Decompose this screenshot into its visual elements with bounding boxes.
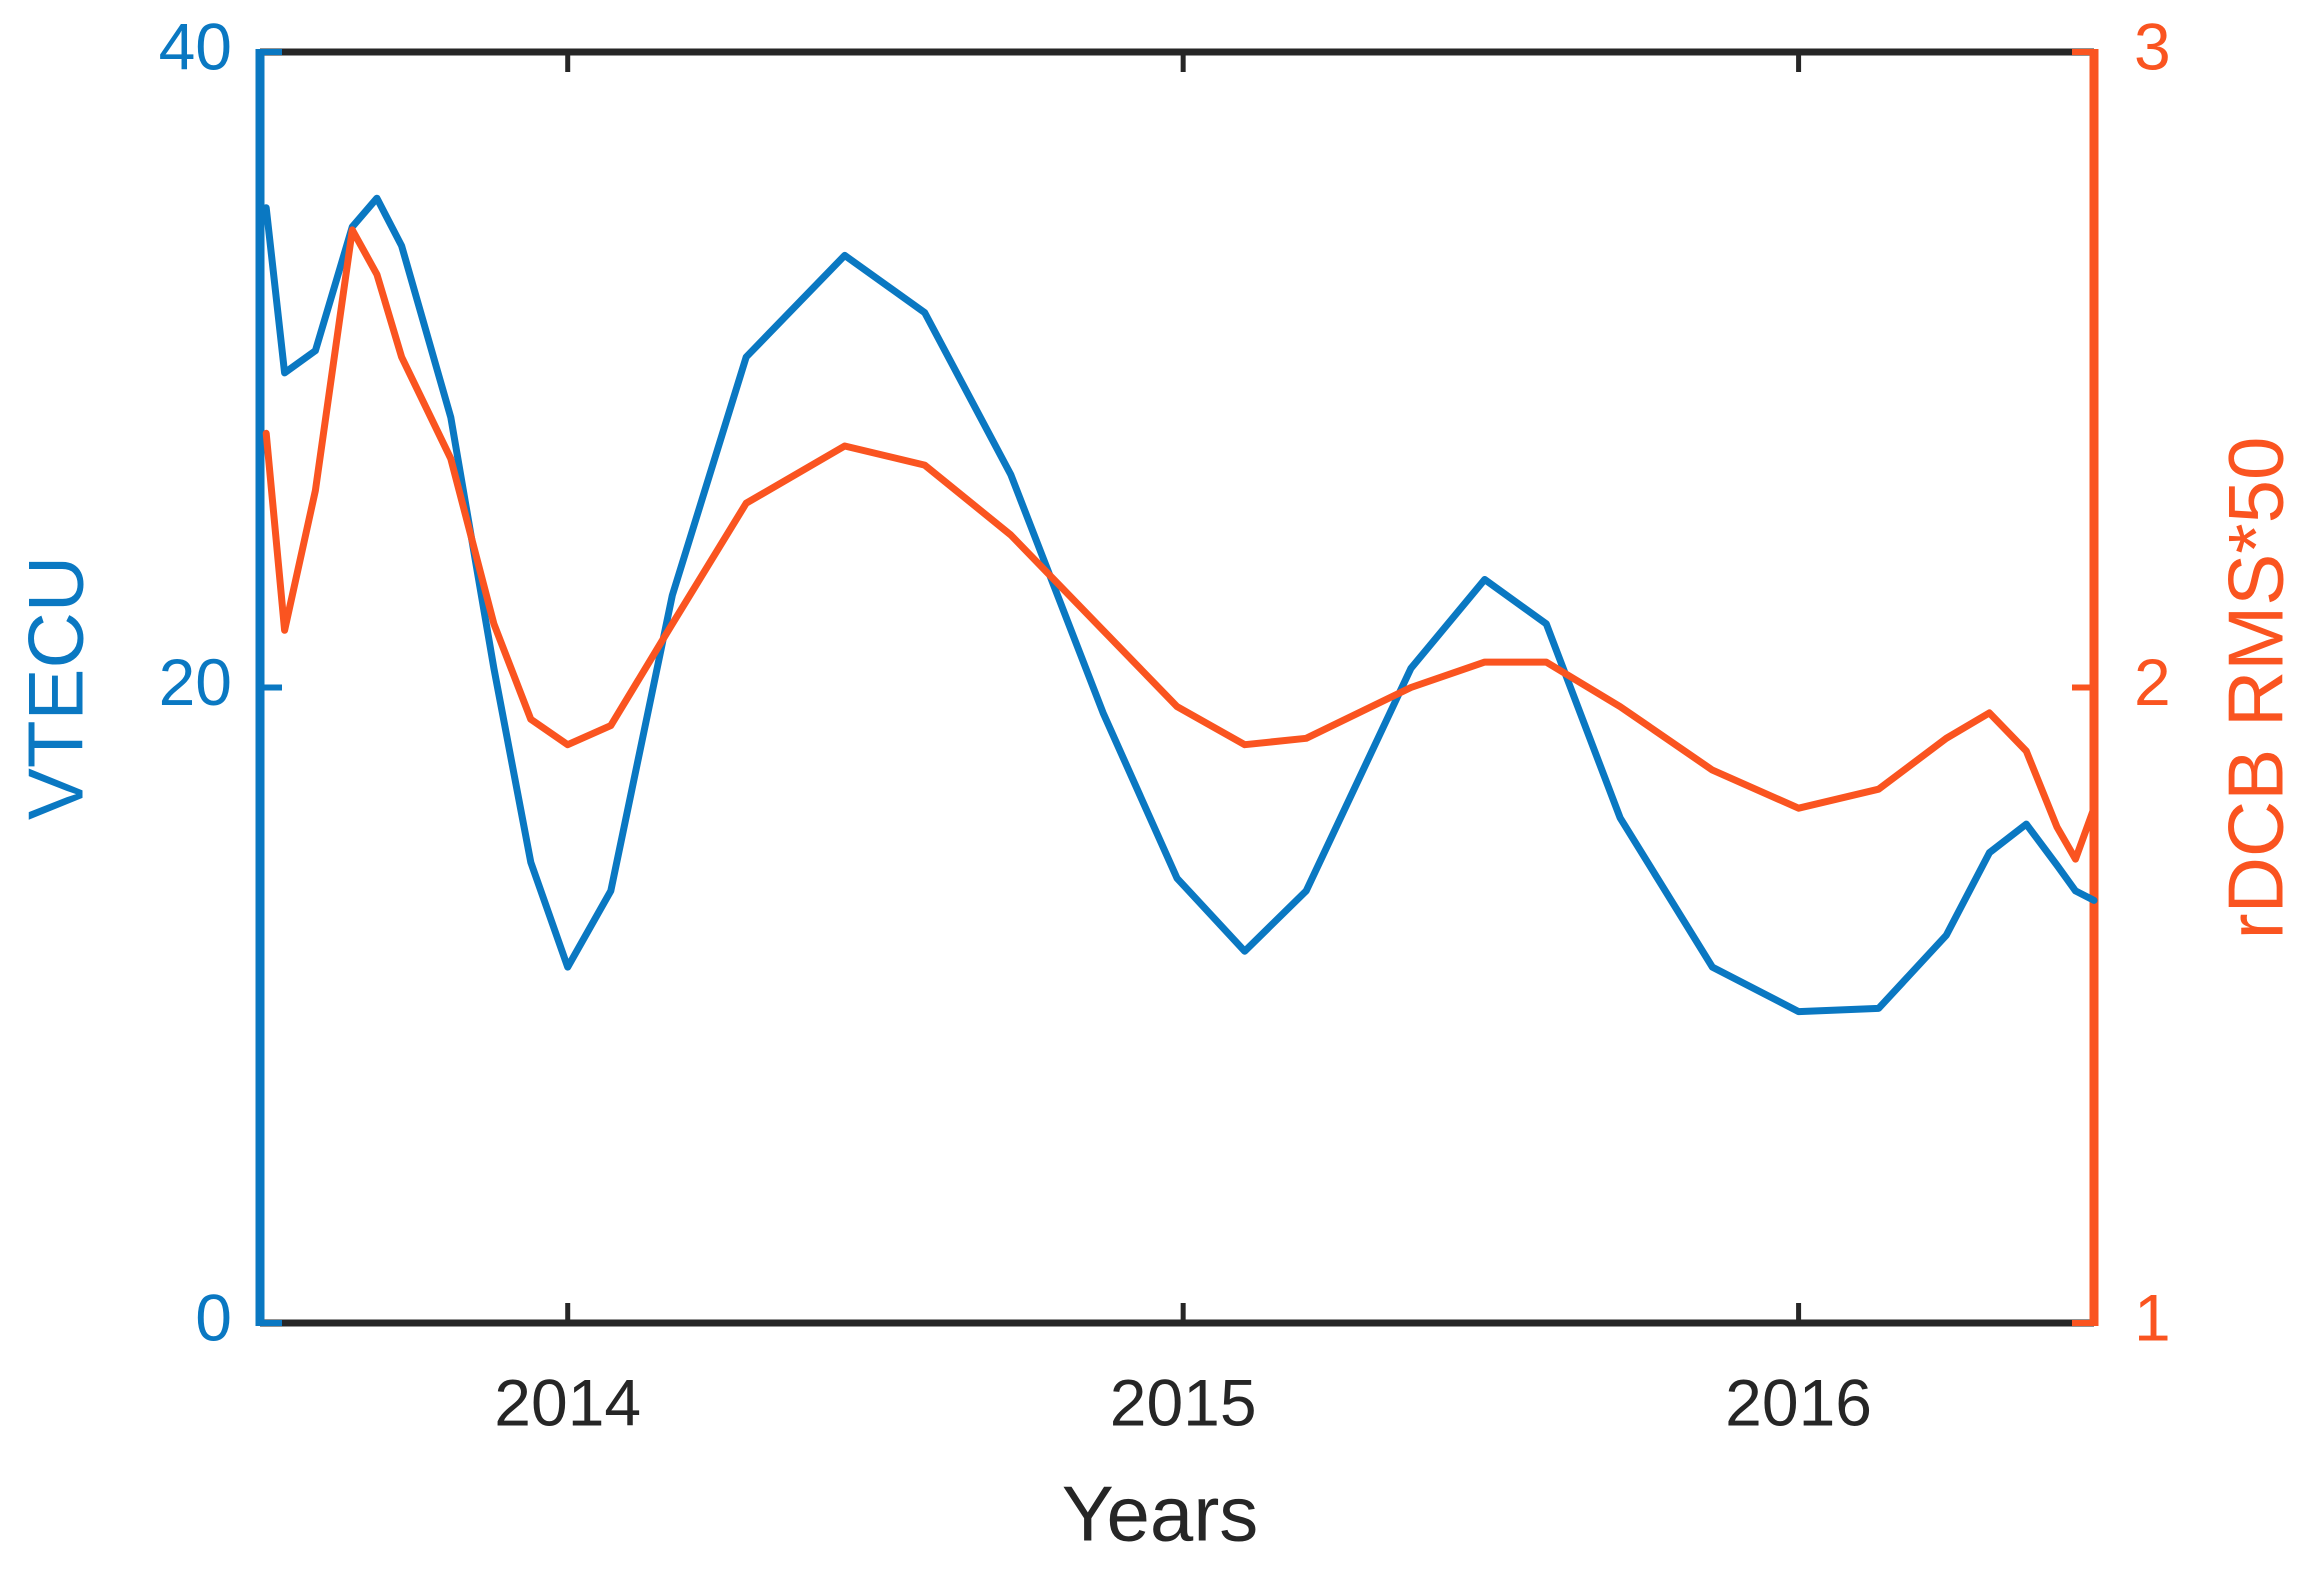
y2-tick-label: 1 [2134, 1280, 2171, 1354]
x-tick-label: 2014 [494, 1365, 641, 1439]
y-tick-label: 40 [159, 9, 232, 83]
y-tick-label: 20 [159, 645, 232, 719]
y2-axis-label: rDCB RMS*50 [2212, 437, 2300, 940]
x-tick-label: 2016 [1725, 1365, 1872, 1439]
y-tick-label: 0 [195, 1280, 232, 1354]
data-line [262, 226, 2098, 863]
y2-tick-label: 3 [2134, 9, 2171, 83]
x-axis-label: Years [1062, 1470, 1259, 1558]
y-axis-label: VTECU [12, 556, 100, 820]
y2-tick-label: 2 [2134, 645, 2171, 719]
data-line [262, 194, 2098, 1016]
x-tick-label: 2015 [1110, 1365, 1257, 1439]
